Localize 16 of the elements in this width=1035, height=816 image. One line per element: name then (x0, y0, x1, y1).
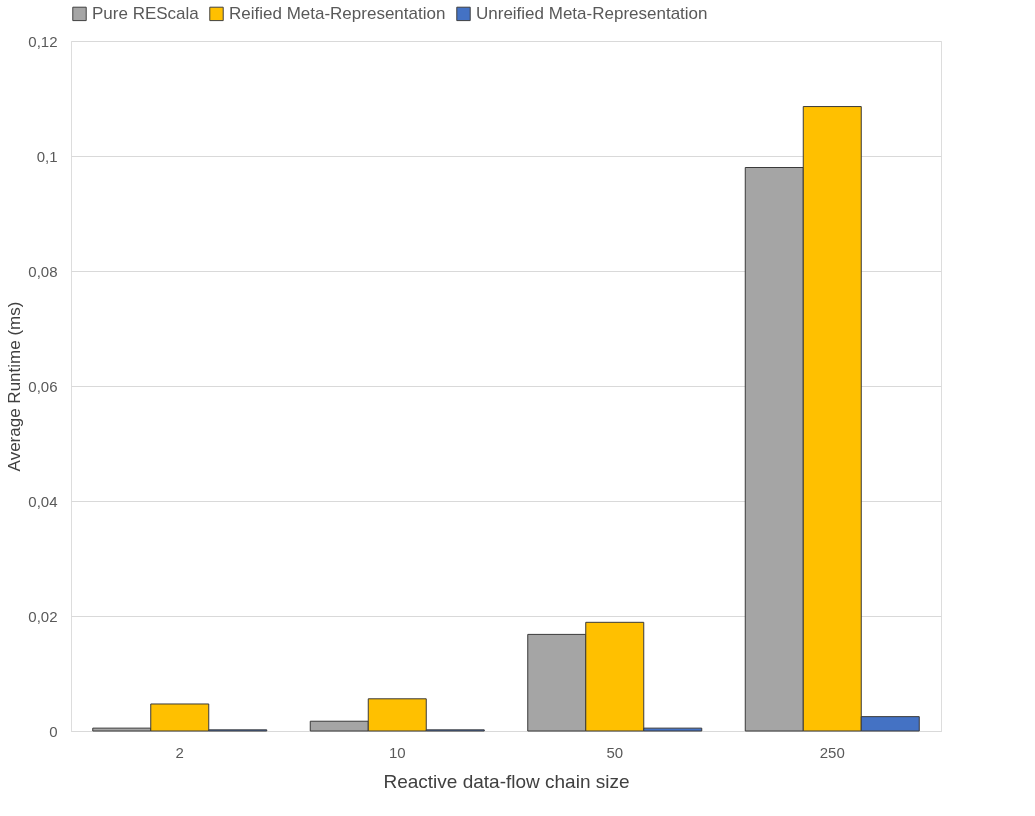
legend-label: Pure REScala (92, 3, 200, 23)
y-tick-label: 0,1 (36, 147, 58, 165)
x-axis-title: Reactive data-flow chain size (383, 770, 630, 792)
x-tick-label: 250 (819, 743, 845, 761)
y-tick-label: 0,02 (28, 607, 58, 625)
y-tick-label: 0,04 (28, 492, 58, 510)
x-tick-label: 10 (388, 743, 406, 761)
x-tick-label: 50 (606, 743, 624, 761)
x-tick-label: 2 (175, 743, 184, 761)
legend-label: Unreified Meta-Representation (476, 3, 708, 23)
y-tick-label: 0,12 (28, 32, 58, 50)
y-tick-label: 0 (49, 722, 58, 740)
legend-label: Reified Meta-Representation (229, 3, 446, 23)
y-tick-label: 0,06 (28, 377, 58, 395)
y-axis-title: Average Runtime (ms) (5, 301, 25, 472)
y-tick-label: 0,08 (28, 262, 58, 280)
